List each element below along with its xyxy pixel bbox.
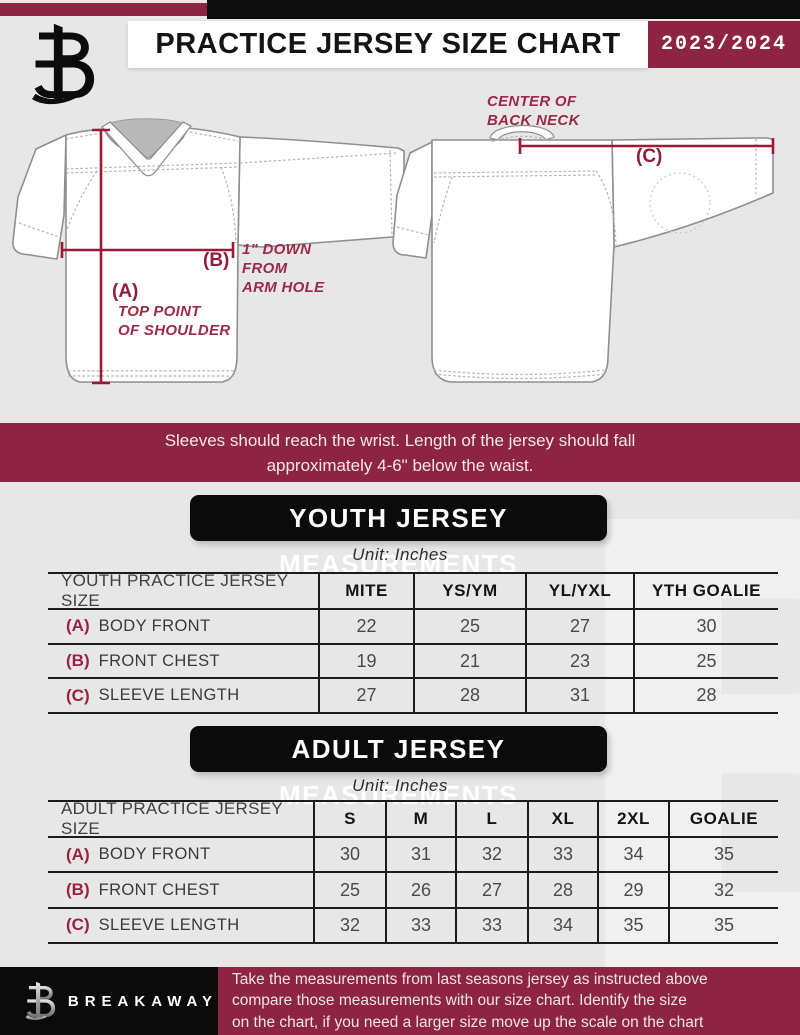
size-value: 32 [313, 908, 385, 945]
size-value: 22 [318, 610, 413, 645]
size-value: 25 [633, 644, 778, 680]
size-value: 31 [385, 838, 455, 874]
size-value: 21 [413, 644, 525, 680]
front-collar-band [101, 121, 193, 177]
column-header: S [313, 802, 385, 838]
logo-top-lobe [39, 32, 89, 63]
row-label: (C) SLEEVE LENGTH [48, 909, 313, 945]
top-black-strip [207, 0, 800, 19]
column-header: 2XL [597, 802, 668, 838]
size-value: 23 [525, 644, 633, 680]
size-value: 33 [385, 908, 455, 945]
logo-stem [53, 23, 63, 105]
column-header: YTH GOALIE [633, 574, 778, 610]
row-label: (C) SLEEVE LENGTH [48, 679, 318, 715]
row-name: SLEEVE LENGTH [98, 686, 240, 705]
elbow-stitch-circle [649, 172, 711, 234]
measurement-line-c [518, 138, 775, 154]
measurement-line-a [92, 128, 110, 385]
column-header: L [455, 802, 527, 838]
row-name: FRONT CHEST [98, 651, 221, 670]
size-value: 27 [525, 610, 633, 645]
footer-instructions-block: Take the measurements from last seasons … [218, 967, 800, 1035]
size-value: 33 [455, 908, 527, 945]
row-label: (B) FRONT CHEST [48, 873, 313, 909]
youth-table-label-header: YOUTH PRACTICE JERSEY SIZE [48, 571, 318, 610]
size-value: 28 [527, 873, 597, 909]
breakaway-footer-logo-icon [25, 981, 56, 1021]
row-key: (B) [66, 880, 90, 900]
row-label: (A) BODY FRONT [48, 838, 313, 874]
notice-banner: Sleeves should reach the wrist. Length o… [0, 423, 800, 482]
footer-note: Take the measurements from last seasons … [232, 970, 708, 1031]
page-title: PRACTICE JERSEY SIZE CHART [128, 21, 648, 68]
row-label: (A) BODY FRONT [48, 610, 318, 645]
size-value: 30 [313, 838, 385, 874]
label-b: (B) [203, 250, 230, 271]
size-value: 35 [597, 908, 668, 945]
column-header: GOALIE [668, 802, 778, 838]
row-name: BODY FRONT [98, 845, 211, 864]
size-value: 28 [633, 679, 778, 715]
row-key: (A) [66, 616, 90, 636]
youth-size-table: YOUTH PRACTICE JERSEY SIZE MITE YS/YM YL… [48, 571, 778, 715]
logo-tail [32, 93, 76, 105]
label-a: (A) [112, 281, 139, 302]
row-name: FRONT CHEST [98, 880, 221, 899]
size-value: 28 [413, 679, 525, 715]
youth-section-heading: YOUTH JERSEY MEASUREMENTS [190, 495, 607, 579]
column-header: YL/YXL [525, 574, 633, 610]
back-collar-band [489, 124, 555, 141]
jersey-diagrams [12, 118, 775, 385]
label-a-note: TOP POINT OF SHOULDER [118, 303, 231, 339]
breakaway-logo-icon [32, 23, 95, 105]
row-label: (B) FRONT CHEST [48, 645, 318, 680]
row-key: (A) [66, 844, 90, 864]
column-header: M [385, 802, 455, 838]
size-value: 26 [385, 873, 455, 909]
size-value: 35 [668, 908, 778, 945]
season-badge: 2023/2024 [648, 21, 800, 68]
size-value: 27 [455, 873, 527, 909]
column-header: YS/YM [413, 574, 525, 610]
size-value: 35 [668, 838, 778, 874]
size-value: 32 [668, 873, 778, 909]
size-value: 30 [633, 610, 778, 645]
logo-bottom-lobe [34, 60, 95, 99]
top-maroon-strip [0, 3, 207, 16]
size-value: 19 [318, 644, 413, 680]
size-value: 29 [597, 873, 668, 909]
size-value: 34 [527, 908, 597, 945]
label-c-note: CENTER OF BACK NECK [487, 93, 580, 129]
back-jersey-diagram [392, 124, 775, 383]
adult-table-label-header: ADULT PRACTICE JERSEY SIZE [48, 799, 313, 838]
size-value: 27 [318, 679, 413, 715]
row-key: (C) [66, 915, 90, 935]
column-header: MITE [318, 574, 413, 610]
brand-name: BREAKAWAY [67, 992, 218, 1010]
label-b-note: 1" DOWN FROM ARM HOLE [242, 241, 325, 296]
youth-unit-label: Unit: Inches [352, 545, 448, 564]
column-header: XL [527, 802, 597, 838]
row-key: (C) [66, 685, 90, 705]
size-value: 31 [525, 679, 633, 715]
size-value: 34 [597, 838, 668, 874]
row-key: (B) [66, 651, 90, 671]
row-name: SLEEVE LENGTH [98, 915, 240, 934]
size-value: 32 [455, 838, 527, 874]
measurement-line-b [60, 242, 235, 258]
label-c: (C) [636, 146, 663, 167]
footer-brand-block: BREAKAWAY [0, 967, 218, 1035]
row-name: BODY FRONT [98, 616, 211, 635]
size-value: 25 [413, 610, 525, 645]
adult-section-heading: ADULT JERSEY MEASUREMENTS [190, 726, 607, 810]
size-value: 25 [313, 873, 385, 909]
adult-unit-label: Unit: Inches [352, 776, 448, 795]
adult-size-table: ADULT PRACTICE JERSEY SIZE S M L XL 2XL … [48, 799, 778, 945]
front-jersey-diagram [12, 118, 405, 385]
size-value: 33 [527, 838, 597, 874]
